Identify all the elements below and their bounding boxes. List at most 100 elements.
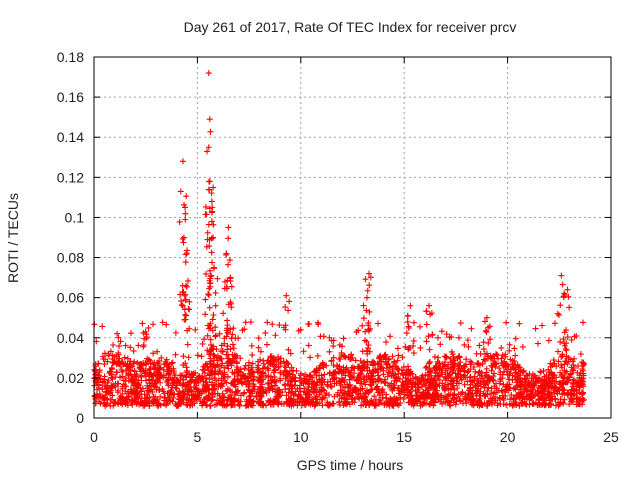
data-point [275, 364, 282, 371]
data-point [302, 402, 309, 409]
data-point [494, 352, 501, 359]
data-point [213, 381, 220, 388]
data-point [483, 314, 490, 321]
data-point [220, 310, 227, 317]
data-point [380, 367, 387, 374]
data-point [442, 367, 449, 374]
data-point [237, 355, 244, 362]
data-point [390, 402, 397, 409]
data-point [531, 383, 538, 390]
data-point [404, 318, 411, 325]
data-point [512, 369, 519, 376]
data-point [518, 382, 525, 389]
data-point [408, 398, 415, 405]
data-point [555, 358, 562, 365]
data-point [233, 359, 240, 366]
data-point [335, 398, 342, 405]
data-point [406, 344, 413, 351]
data-point [135, 342, 142, 349]
data-point [183, 401, 190, 408]
data-point [285, 389, 292, 396]
data-point [320, 386, 327, 393]
data-point [521, 381, 528, 388]
data-point [487, 336, 494, 343]
data-point [578, 375, 585, 382]
data-point [209, 327, 216, 334]
data-point [176, 390, 183, 397]
data-point [189, 398, 196, 405]
data-point [212, 401, 219, 408]
data-point [202, 401, 209, 408]
data-point [114, 369, 121, 376]
data-point [557, 369, 564, 376]
data-point [165, 380, 172, 387]
data-point [112, 399, 119, 406]
data-point [232, 335, 239, 341]
data-point [202, 296, 209, 303]
data-point [206, 376, 213, 383]
x-tick-label: 0 [90, 429, 98, 445]
data-point [114, 389, 121, 396]
data-point [241, 389, 248, 396]
data-point [182, 360, 189, 367]
data-point [212, 324, 219, 331]
data-point [285, 307, 292, 314]
data-point [189, 376, 196, 383]
data-point [120, 377, 127, 384]
data-point [163, 360, 170, 367]
data-point [239, 371, 246, 378]
data-point [319, 402, 326, 409]
data-point [303, 373, 310, 380]
data-point [385, 400, 392, 407]
data-point [371, 402, 378, 409]
data-point [170, 379, 177, 386]
data-point [264, 341, 271, 348]
data-point [394, 345, 401, 352]
data-point [102, 402, 109, 409]
data-point [551, 320, 558, 327]
data-point [182, 210, 189, 217]
data-point [316, 372, 323, 379]
data-point [405, 324, 412, 331]
data-point [150, 321, 157, 328]
data-point [433, 366, 440, 373]
data-point [169, 382, 176, 389]
data-point [442, 353, 449, 360]
data-point [364, 287, 371, 294]
data-point [411, 319, 418, 326]
data-point [391, 382, 398, 389]
data-point [271, 398, 278, 405]
data-point [221, 371, 228, 378]
data-point [472, 368, 479, 375]
data-point [493, 361, 500, 368]
data-point [455, 334, 462, 341]
data-point [247, 401, 254, 408]
data-point [156, 365, 163, 372]
data-point [208, 218, 215, 225]
data-point [513, 392, 520, 399]
data-point [375, 397, 382, 404]
data-point [519, 395, 526, 402]
data-point [219, 383, 226, 390]
data-point [249, 352, 256, 359]
data-point [258, 384, 265, 391]
data-point [529, 400, 536, 407]
data-point [314, 352, 321, 359]
data-point [331, 370, 338, 377]
data-point [168, 367, 175, 374]
data-point [291, 382, 298, 389]
data-point [170, 394, 177, 401]
data-point [480, 375, 487, 382]
data-point [246, 370, 253, 377]
data-point [337, 387, 344, 394]
data-point [227, 299, 234, 306]
data-point [105, 389, 112, 396]
data-point [204, 347, 211, 354]
data-point [260, 369, 267, 376]
data-point [546, 383, 553, 390]
data-point [389, 402, 396, 409]
data-point [225, 224, 232, 231]
data-point [259, 370, 266, 377]
data-point [562, 345, 569, 352]
